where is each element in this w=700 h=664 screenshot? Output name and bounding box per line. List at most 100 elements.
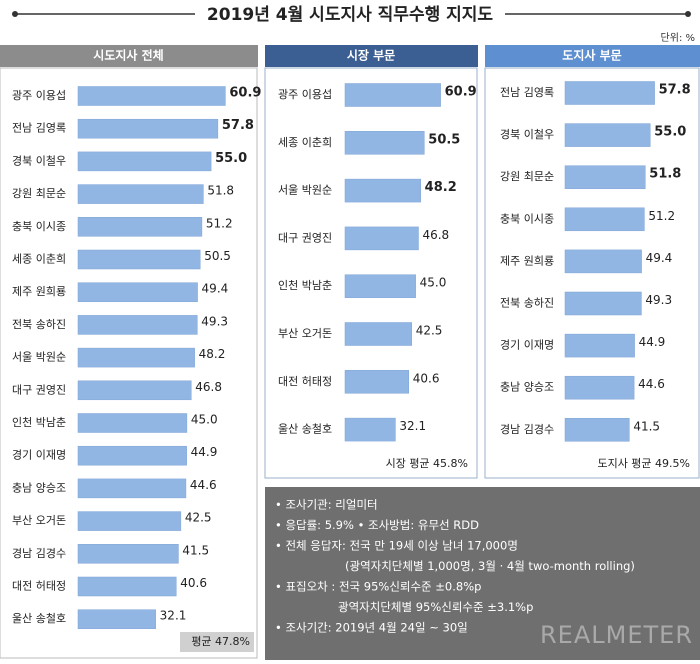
value-label: 44.9 bbox=[639, 335, 666, 349]
note: • 조사기관: 리얼미터 bbox=[275, 498, 378, 512]
category-label: 전북 송하진 bbox=[12, 317, 66, 331]
bar bbox=[77, 478, 187, 499]
category-label: 강원 최문순 bbox=[500, 170, 554, 183]
bar bbox=[77, 118, 219, 139]
bar bbox=[77, 576, 177, 597]
bar bbox=[564, 249, 642, 274]
value-label: 40.6 bbox=[413, 371, 440, 385]
bar bbox=[77, 544, 179, 564]
category-label: 전남 김영록 bbox=[500, 86, 554, 99]
category-label: 전남 김영록 bbox=[12, 122, 66, 135]
value-label: 57.8 bbox=[659, 83, 691, 98]
bar bbox=[344, 178, 421, 203]
note: • 조사기간: 2019년 4월 24일 ~ 30일 bbox=[275, 621, 468, 635]
bar bbox=[564, 291, 642, 316]
bar bbox=[77, 151, 212, 172]
bar bbox=[77, 282, 198, 302]
bar bbox=[344, 417, 396, 442]
bar bbox=[344, 370, 409, 394]
bar bbox=[344, 131, 425, 155]
panel-header bbox=[485, 45, 700, 67]
category-label: 세종 이춘희 bbox=[12, 253, 66, 266]
value-label: 51.8 bbox=[649, 167, 681, 182]
value-label: 48.2 bbox=[425, 180, 457, 195]
value-label: 40.6 bbox=[180, 576, 207, 590]
value-label: 46.8 bbox=[195, 380, 222, 394]
value-label: 51.2 bbox=[206, 216, 233, 230]
bar bbox=[77, 413, 188, 433]
category-label: 경기 이재명 bbox=[12, 449, 66, 462]
category-label: 경북 이철우 bbox=[12, 154, 66, 167]
category-label: 경남 김경수 bbox=[500, 423, 554, 436]
panel-title: 도지사 부문 bbox=[562, 48, 621, 63]
bar bbox=[77, 347, 195, 368]
note: • 전체 응답자: 전국 만 19세 이상 남녀 17,000명 bbox=[275, 539, 518, 553]
bar bbox=[77, 511, 182, 531]
bar bbox=[344, 226, 419, 251]
average-box bbox=[180, 632, 254, 652]
bar bbox=[564, 123, 651, 147]
value-label: 50.5 bbox=[428, 132, 460, 147]
value-label: 48.2 bbox=[199, 347, 226, 361]
category-label: 대전 허태정 bbox=[278, 375, 332, 388]
value-label: 44.9 bbox=[191, 445, 218, 459]
category-label: 부산 오거돈 bbox=[12, 514, 66, 527]
value-label: 32.1 bbox=[399, 419, 426, 433]
bar bbox=[564, 418, 630, 442]
value-label: 49.3 bbox=[645, 293, 672, 307]
bar bbox=[344, 83, 441, 107]
category-label: 경기 이재명 bbox=[500, 339, 554, 352]
category-label: 경남 김경수 bbox=[12, 547, 66, 560]
value-label: 45.0 bbox=[420, 276, 447, 290]
value-label: 60.9 bbox=[445, 85, 477, 100]
category-label: 충북 이시종 bbox=[12, 220, 66, 233]
bar bbox=[77, 217, 203, 237]
category-label: 제주 원희룡 bbox=[12, 285, 66, 298]
value-label: 41.5 bbox=[633, 419, 660, 433]
category-label: 대구 권영진 bbox=[278, 231, 332, 244]
value-label: 51.8 bbox=[207, 184, 234, 198]
bar bbox=[564, 165, 646, 189]
bar bbox=[564, 207, 645, 232]
category-label: 부산 오거돈 bbox=[278, 327, 332, 340]
panel-header bbox=[265, 45, 478, 67]
bar bbox=[77, 609, 156, 629]
value-label: 60.9 bbox=[229, 86, 261, 101]
bar bbox=[564, 81, 655, 105]
bar bbox=[77, 86, 226, 106]
category-label: 제주 원희룡 bbox=[500, 254, 554, 267]
average-label: 시장 평균 45.8% bbox=[386, 457, 468, 470]
panel-header bbox=[0, 45, 258, 67]
average-label: 평균 47.8% bbox=[191, 635, 250, 648]
title-dot bbox=[12, 11, 18, 17]
bar bbox=[77, 445, 187, 466]
notes-box bbox=[265, 487, 700, 660]
value-label: 51.2 bbox=[648, 209, 675, 223]
category-label: 인천 박남춘 bbox=[12, 415, 66, 429]
bar bbox=[344, 322, 412, 346]
value-label: 32.1 bbox=[160, 609, 187, 623]
panel-title: 시장 부문 bbox=[347, 49, 395, 63]
value-label: 45.0 bbox=[191, 413, 218, 427]
category-label: 광주 이용섭 bbox=[278, 88, 332, 101]
panel-title: 시도지사 전체 bbox=[93, 48, 163, 63]
bar bbox=[77, 184, 204, 204]
category-label: 강원 최문순 bbox=[12, 187, 66, 200]
panel bbox=[264, 67, 478, 479]
unit: 단위: % bbox=[661, 31, 695, 44]
value-label: 49.3 bbox=[201, 314, 228, 328]
value-label: 41.5 bbox=[182, 543, 209, 557]
category-label: 인천 박남춘 bbox=[278, 278, 332, 292]
bar bbox=[77, 315, 198, 335]
value-label: 44.6 bbox=[190, 478, 217, 492]
value-label: 44.6 bbox=[638, 377, 665, 391]
note: (광역자치단체별 1,000명, 3월 · 4월 two-month rolli… bbox=[345, 559, 635, 573]
note: • 응답률: 5.9% • 조사방법: 유무선 RDD bbox=[275, 518, 479, 532]
note: 광역자치단체별 95%신뢰수준 ±3.1%p bbox=[338, 600, 533, 614]
value-label: 49.4 bbox=[202, 282, 229, 296]
category-label: 광주 이용섭 bbox=[12, 89, 66, 102]
category-label: 대전 허태정 bbox=[12, 580, 66, 593]
logo: REALMETER bbox=[540, 621, 693, 649]
title-dot bbox=[685, 11, 691, 17]
